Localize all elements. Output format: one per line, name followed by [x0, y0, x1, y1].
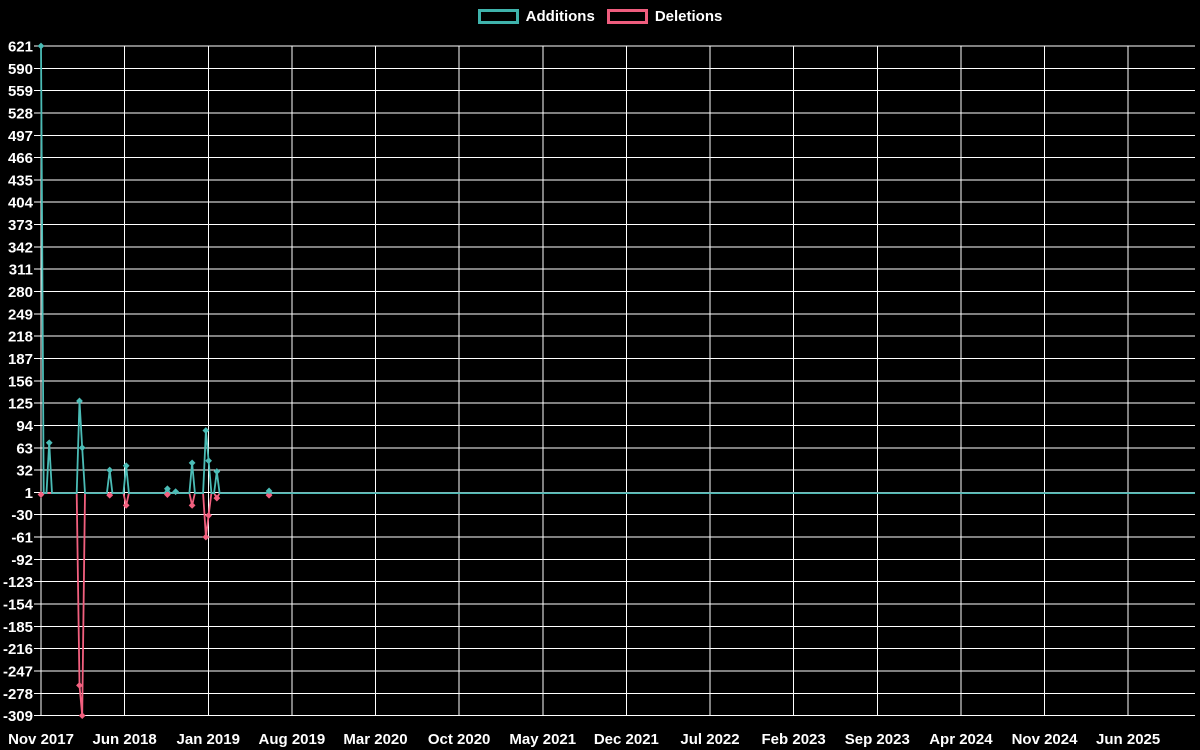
x-axis-tick-label: Dec 2021 — [594, 731, 659, 748]
y-axis-tick-label: 125 — [8, 396, 33, 413]
y-axis-tick-label: -309 — [3, 708, 33, 725]
deletions-point-marker — [163, 491, 171, 498]
x-axis-tick-label: Jun 2018 — [93, 731, 157, 748]
x-axis-tick-label: Feb 2023 — [762, 731, 826, 748]
additions-point-marker — [122, 462, 130, 470]
y-axis-tick-label: 497 — [8, 128, 33, 145]
x-axis-tick-label: Oct 2020 — [428, 731, 491, 748]
y-axis-tick-label: 249 — [8, 306, 33, 323]
x-axis-tick-label: Mar 2020 — [343, 731, 407, 748]
deletions-point-marker — [78, 712, 86, 719]
x-axis-tick-label: Jun 2025 — [1096, 731, 1160, 748]
additions-point-marker — [188, 459, 196, 467]
y-axis-tick-label: 218 — [8, 329, 33, 346]
additions-point-marker — [265, 487, 273, 495]
y-axis-tick-label: -278 — [3, 686, 33, 703]
additions-point-marker — [202, 427, 210, 434]
x-axis-tick-label: Apr 2024 — [929, 731, 993, 748]
y-axis-tick-label: 528 — [8, 105, 33, 122]
legend-item-additions[interactable]: Additions — [477, 8, 595, 25]
additions-point-marker — [78, 444, 86, 452]
y-axis-tick-label: 621 — [8, 39, 33, 56]
y-axis-tick-label: -216 — [3, 641, 33, 658]
x-axis-tick-label: Nov 2024 — [1012, 731, 1079, 748]
deletions-point-marker — [202, 533, 210, 541]
additions-line — [40, 45, 1195, 495]
x-axis-tick-label: Sep 2023 — [845, 731, 910, 748]
y-axis-tick-label: -92 — [11, 552, 33, 569]
y-axis-tick-label: 435 — [8, 172, 33, 189]
deletions-point-marker — [265, 491, 273, 499]
y-axis-tick-label: 156 — [8, 373, 33, 390]
deletions-swatch-icon — [606, 9, 648, 24]
y-axis-tick-label: 63 — [16, 440, 33, 457]
additions-swatch-icon — [477, 9, 519, 24]
deletions-point-marker — [37, 491, 45, 498]
x-axis-tick-label: May 2021 — [509, 731, 576, 748]
additions-point-marker — [76, 397, 83, 405]
y-axis-tick-label: -154 — [3, 597, 34, 614]
additions-point-marker — [106, 466, 114, 474]
additions-point-marker — [213, 468, 221, 475]
additions-point-marker — [172, 488, 180, 496]
deletions-point-marker — [213, 494, 221, 502]
y-axis-tick-label: -123 — [3, 574, 33, 591]
y-axis-tick-label: 590 — [8, 61, 33, 78]
legend-label-additions: Additions — [525, 8, 595, 25]
legend-label-deletions: Deletions — [654, 8, 723, 25]
additions-point-marker — [163, 485, 171, 493]
y-axis-tick-label: -61 — [11, 530, 33, 547]
legend-item-deletions[interactable]: Deletions — [606, 8, 723, 25]
y-axis-tick-label: 466 — [8, 150, 33, 167]
y-axis-tick-label: -247 — [3, 663, 33, 680]
y-axis-tick-label: 187 — [8, 351, 33, 368]
deletions-point-marker — [188, 501, 196, 509]
y-axis-tick-label: 373 — [8, 217, 33, 234]
y-axis-tick-label: 404 — [8, 195, 34, 212]
y-axis-tick-label: 280 — [8, 284, 33, 301]
deletions-point-marker — [122, 501, 130, 509]
additions-point-marker — [45, 439, 53, 447]
x-axis-tick-label: Jul 2022 — [680, 731, 739, 748]
y-axis-tick-label: 94 — [16, 418, 33, 435]
deletions-point-marker — [205, 512, 213, 519]
y-axis-tick-label: 559 — [8, 83, 33, 100]
x-axis-tick-label: Jan 2019 — [177, 731, 240, 748]
chart-legend: Additions Deletions — [0, 8, 1200, 25]
x-axis-tick-label: Nov 2017 — [8, 731, 74, 748]
deletions-point-marker — [76, 681, 83, 689]
deletions-point-marker — [106, 491, 114, 499]
y-axis-tick-label: 342 — [8, 239, 33, 256]
y-axis-tick-label: 311 — [9, 262, 33, 279]
y-axis-tick-label: -30 — [11, 507, 33, 524]
additions-point-marker — [205, 457, 213, 465]
y-axis-tick-label: 32 — [16, 463, 33, 480]
additions-point-marker — [37, 42, 45, 50]
y-axis-tick-label: 1 — [25, 485, 33, 502]
y-axis-tick-label: -185 — [3, 619, 33, 636]
x-axis-tick-label: Aug 2019 — [259, 731, 326, 748]
